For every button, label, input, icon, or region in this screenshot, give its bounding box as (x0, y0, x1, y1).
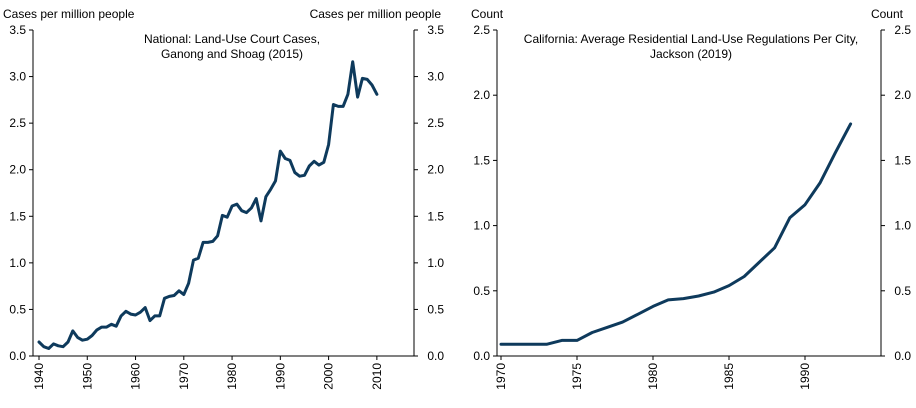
left-chart-ytick-label-left: 0.0 (9, 349, 26, 363)
right-chart-xtick-label: 1980 (646, 363, 660, 390)
right-chart-ytick-label-right: 2.0 (894, 88, 911, 102)
left-chart-ytick-label-right: 3.0 (427, 70, 444, 84)
left-chart-left-axis-label: Cases per million people (3, 7, 135, 21)
right-chart-series-line (499, 122, 853, 346)
right-chart-left-axis-label: Count (471, 7, 504, 21)
left-chart-ytick-label-left: 3.0 (9, 70, 26, 84)
left-chart-ytick-label-left: 2.0 (9, 163, 26, 177)
left-chart-ytick-label-right: 1.5 (427, 209, 444, 223)
left-chart-xtick-label: 2000 (322, 363, 336, 390)
left-chart-xtick-label: 1990 (273, 363, 287, 390)
left-chart-ytick-label-right: 0.0 (427, 349, 444, 363)
left-chart-ytick-label-right: 1.0 (427, 256, 444, 270)
left-chart-xtick-label: 1940 (32, 363, 46, 390)
right-chart-ytick-label-left: 1.0 (473, 219, 490, 233)
left-chart-ytick-label-right: 2.0 (427, 163, 444, 177)
left-chart-series-line (37, 60, 379, 350)
left-chart-xtick-label: 1980 (225, 363, 239, 390)
right-chart-ticks: 0.0 0.0 0.5 0.5 1.0 1.0 1.5 1.5 2.0 2.0 2.5 2.5 1970… (473, 23, 911, 390)
left-chart-xtick-label: 1970 (177, 363, 191, 390)
left-chart-ytick-label-right: 3.5 (427, 23, 444, 37)
panel-national-court-cases: Cases per million people Cases per milli… (3, 7, 444, 390)
right-chart-ytick-label-right: 2.5 (894, 23, 911, 37)
left-chart-ytick-label-left: 2.5 (9, 116, 26, 130)
right-chart-title: California: Average Residential Land-Use… (524, 32, 858, 46)
left-chart-ytick-label-left: 1.0 (9, 256, 26, 270)
left-chart-subtitle: Ganong and Shoag (2015) (161, 47, 303, 61)
right-chart-xtick-label: 1970 (494, 363, 508, 390)
right-chart-ytick-label-left: 2.5 (473, 23, 490, 37)
left-chart-title: National: Land-Use Court Cases, (144, 32, 320, 46)
left-chart-xtick-label: 1960 (129, 363, 143, 390)
right-chart-ytick-label-right: 0.5 (894, 284, 911, 298)
right-chart-ytick-label-left: 0.0 (473, 349, 490, 363)
right-chart-xtick-label: 1990 (798, 363, 812, 390)
left-chart-right-axis-label: Cases per million people (310, 7, 442, 21)
right-chart-ytick-label-left: 2.0 (473, 88, 490, 102)
left-chart-ticks: 0.0 0.0 0.5 0.5 1.0 1.0 1.5 1.5 2.0 2.0 2.5 2.5 3.0 3… (9, 23, 444, 390)
right-chart-ytick-label-right: 1.5 (894, 153, 911, 167)
right-chart-ytick-label-right: 1.0 (894, 219, 911, 233)
right-chart-xtick-label: 1985 (722, 363, 736, 390)
right-chart-ytick-label-left: 0.5 (473, 284, 490, 298)
right-chart-xtick-label: 1975 (570, 363, 584, 390)
left-chart-ytick-label-left: 0.5 (9, 302, 26, 316)
right-chart-ytick-label-right: 0.0 (894, 349, 911, 363)
right-chart-ytick-label-left: 1.5 (473, 153, 490, 167)
left-chart-xtick-label: 1950 (80, 363, 94, 390)
left-chart-ytick-label-right: 2.5 (427, 116, 444, 130)
left-chart-ytick-label-left: 1.5 (9, 209, 26, 223)
right-chart-subtitle: Jackson (2019) (650, 47, 732, 61)
right-chart-right-axis-label: Count (871, 7, 904, 21)
left-chart-ytick-label-left: 3.5 (9, 23, 26, 37)
panel-california-regulations: Count Count California: Average Resident… (471, 7, 911, 390)
left-chart-ytick-label-right: 0.5 (427, 302, 444, 316)
left-chart-xtick-label: 2010 (370, 363, 384, 390)
